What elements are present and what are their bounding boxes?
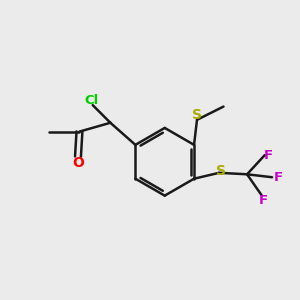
Text: S: S (192, 107, 202, 122)
Text: F: F (259, 194, 268, 207)
Text: S: S (215, 164, 226, 178)
Text: O: O (72, 155, 84, 170)
Text: Cl: Cl (84, 94, 98, 107)
Text: F: F (273, 171, 283, 184)
Text: F: F (264, 149, 273, 162)
